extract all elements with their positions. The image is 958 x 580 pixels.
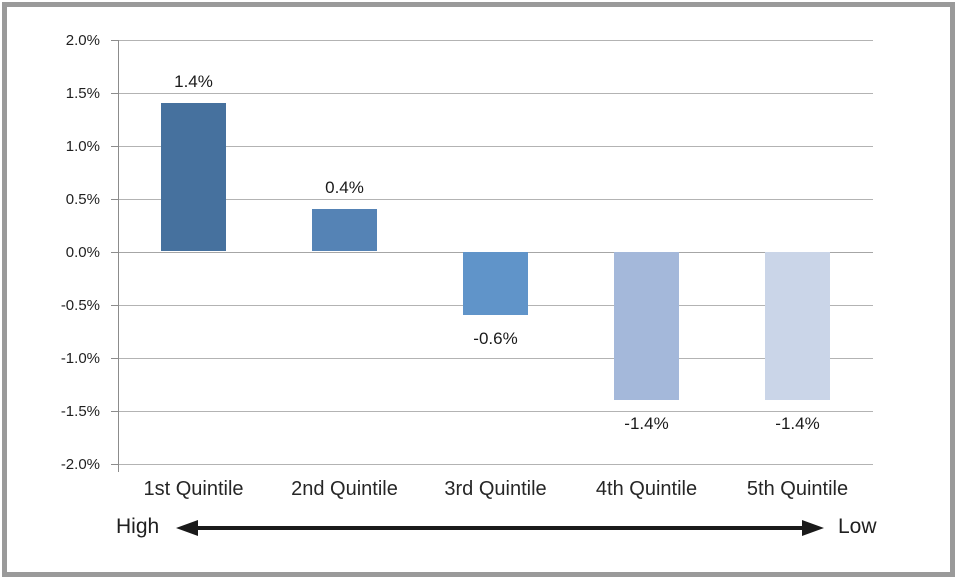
gridline--1.5% [118, 410, 873, 412]
x-axis-category-label: 3rd Quintile [444, 478, 547, 500]
bar-value-label: -1.4% [775, 413, 820, 433]
y-axis-line [118, 40, 119, 472]
low-end-label: Low [838, 515, 877, 538]
bar-value-label: 0.4% [325, 178, 364, 198]
gridline-2.0% [118, 39, 873, 41]
x-axis-category-label: 4th Quintile [595, 478, 698, 500]
bar-2nd-quintile [312, 209, 377, 252]
y-axis-tick-label: -2.0% [60, 455, 100, 473]
x-axis-category-label: 5th Quintile [746, 478, 849, 500]
arrow-right-icon [802, 520, 824, 536]
y-axis-tick [111, 145, 118, 147]
y-axis-tick [111, 92, 118, 94]
bar-3rd-quintile [463, 251, 528, 316]
arrow-left-icon [176, 520, 198, 536]
y-axis-tick-label: -1.5% [60, 402, 100, 420]
gridline-1.5% [118, 92, 873, 94]
bar-value-label: -0.6% [473, 329, 518, 349]
bar-4th-quintile [614, 251, 679, 400]
high-end-label: High [116, 515, 160, 538]
gridline--1.0% [118, 357, 873, 359]
y-axis-tick-label: 0.0% [65, 243, 100, 261]
gridline--2.0% [118, 463, 873, 465]
bar-value-label: 1.4% [174, 72, 213, 92]
y-axis-tick [111, 304, 118, 306]
y-axis-tick [111, 357, 118, 359]
bar-value-label: -1.4% [624, 413, 669, 433]
y-axis-tick-label: 0.5% [65, 190, 100, 208]
y-axis-tick [111, 39, 118, 41]
y-axis-tick-label: 2.0% [65, 31, 100, 49]
y-axis-tick-label: -0.5% [60, 296, 100, 314]
gridline-0.5% [118, 198, 873, 200]
y-axis-tick [111, 463, 118, 465]
y-axis-tick [111, 410, 118, 412]
y-axis-tick [111, 198, 118, 200]
bar-1st-quintile [161, 103, 226, 252]
x-axis-category-label: 2nd Quintile [291, 478, 398, 500]
x-axis-category-label: 1st Quintile [143, 478, 244, 500]
y-axis-tick [111, 251, 118, 253]
y-axis-tick-label: 1.5% [65, 84, 100, 102]
high-low-arrow-shaft [196, 526, 804, 530]
gridline-1.0% [118, 145, 873, 147]
y-axis-tick-label: -1.0% [60, 349, 100, 367]
y-axis-tick-label: 1.0% [65, 137, 100, 155]
bar-5th-quintile [765, 251, 830, 400]
